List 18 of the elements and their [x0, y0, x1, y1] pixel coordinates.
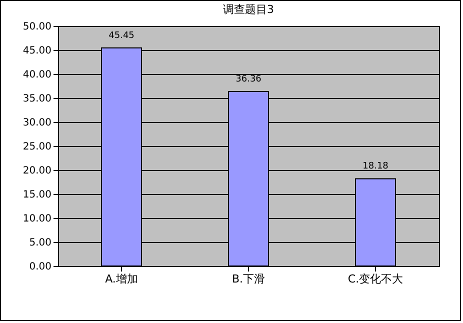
y-tick-label: 0.00 [29, 262, 52, 272]
y-tick-label: 35.00 [22, 94, 52, 104]
y-tick-label: 20.00 [22, 166, 52, 176]
y-tick-label: 5.00 [29, 238, 52, 248]
y-tick-label: 10.00 [22, 214, 52, 224]
x-tick-label: C.变化不大 [348, 272, 404, 286]
y-tick-label: 30.00 [22, 118, 52, 128]
y-tick-label: 50.00 [22, 22, 52, 32]
y-tick-label: 15.00 [22, 190, 52, 200]
y-tick-label: 45.00 [22, 46, 52, 56]
x-tick-label: B.下滑 [232, 272, 266, 286]
y-tick-label: 25.00 [22, 142, 52, 152]
chart-title: 调查题目3 [223, 3, 274, 16]
data-label: 45.45 [108, 30, 134, 41]
data-label: 18.18 [362, 162, 389, 172]
x-tick-label: A.增加 [105, 272, 138, 286]
data-label: 36.36 [236, 74, 262, 84]
y-tick-label: 40.00 [22, 70, 52, 80]
